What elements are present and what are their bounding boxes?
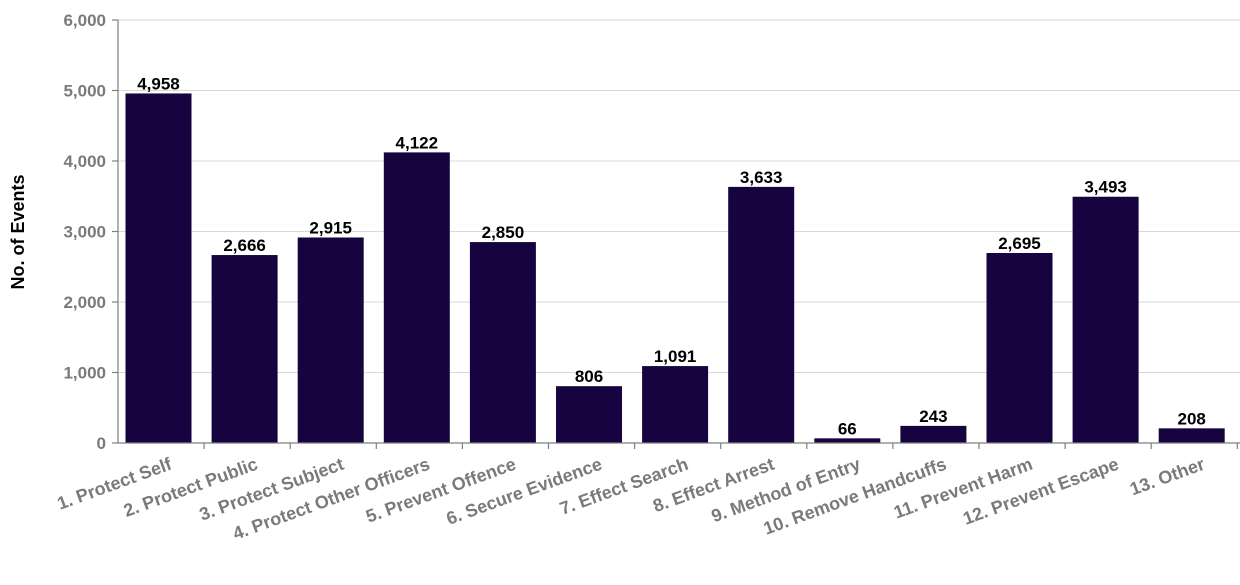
x-tick-label: 13. Other [1127,454,1207,499]
x-tick-label: 12. Prevent Escape [960,454,1121,529]
y-tick-label: 0 [97,434,106,453]
y-tick-label: 4,000 [63,152,106,171]
bar [383,152,450,444]
data-label: 4,958 [137,74,180,93]
data-label: 3,493 [1084,178,1127,197]
data-label: 243 [919,407,947,426]
data-label: 2,915 [309,218,352,237]
data-label: 66 [838,419,857,438]
data-label: 2,695 [998,234,1041,253]
y-tick-label: 2,000 [63,293,106,312]
data-label: 2,850 [482,223,525,242]
bar [125,93,192,443]
y-axis-ticks: 0 1,000 2,000 3,000 4,000 5,000 6,000 [63,11,118,453]
bar [728,186,795,443]
data-label: 3,633 [740,168,783,187]
bar [469,242,536,443]
bar [986,253,1053,443]
bar [642,366,709,443]
bar [1072,196,1139,443]
data-label: 4,122 [396,133,439,152]
bars [125,93,1225,444]
y-tick-label: 6,000 [63,11,106,30]
y-tick-label: 1,000 [63,364,106,383]
gridlines [118,19,1240,373]
y-axis-title: No. of Events [8,174,28,289]
data-label: 208 [1178,409,1206,428]
data-label: 806 [575,367,603,386]
bar [556,386,622,443]
y-tick-label: 3,000 [63,223,106,242]
bar [211,255,278,443]
data-label: 1,091 [654,347,697,366]
y-tick-label: 5,000 [63,82,106,101]
bar [814,438,881,443]
bar [900,425,967,443]
data-label: 2,666 [223,236,266,255]
bar [297,237,364,443]
bar [1158,428,1225,443]
data-labels: 4,958 2,666 2,915 4,122 2,850 806 1,091 3,633 66… [137,74,1206,438]
